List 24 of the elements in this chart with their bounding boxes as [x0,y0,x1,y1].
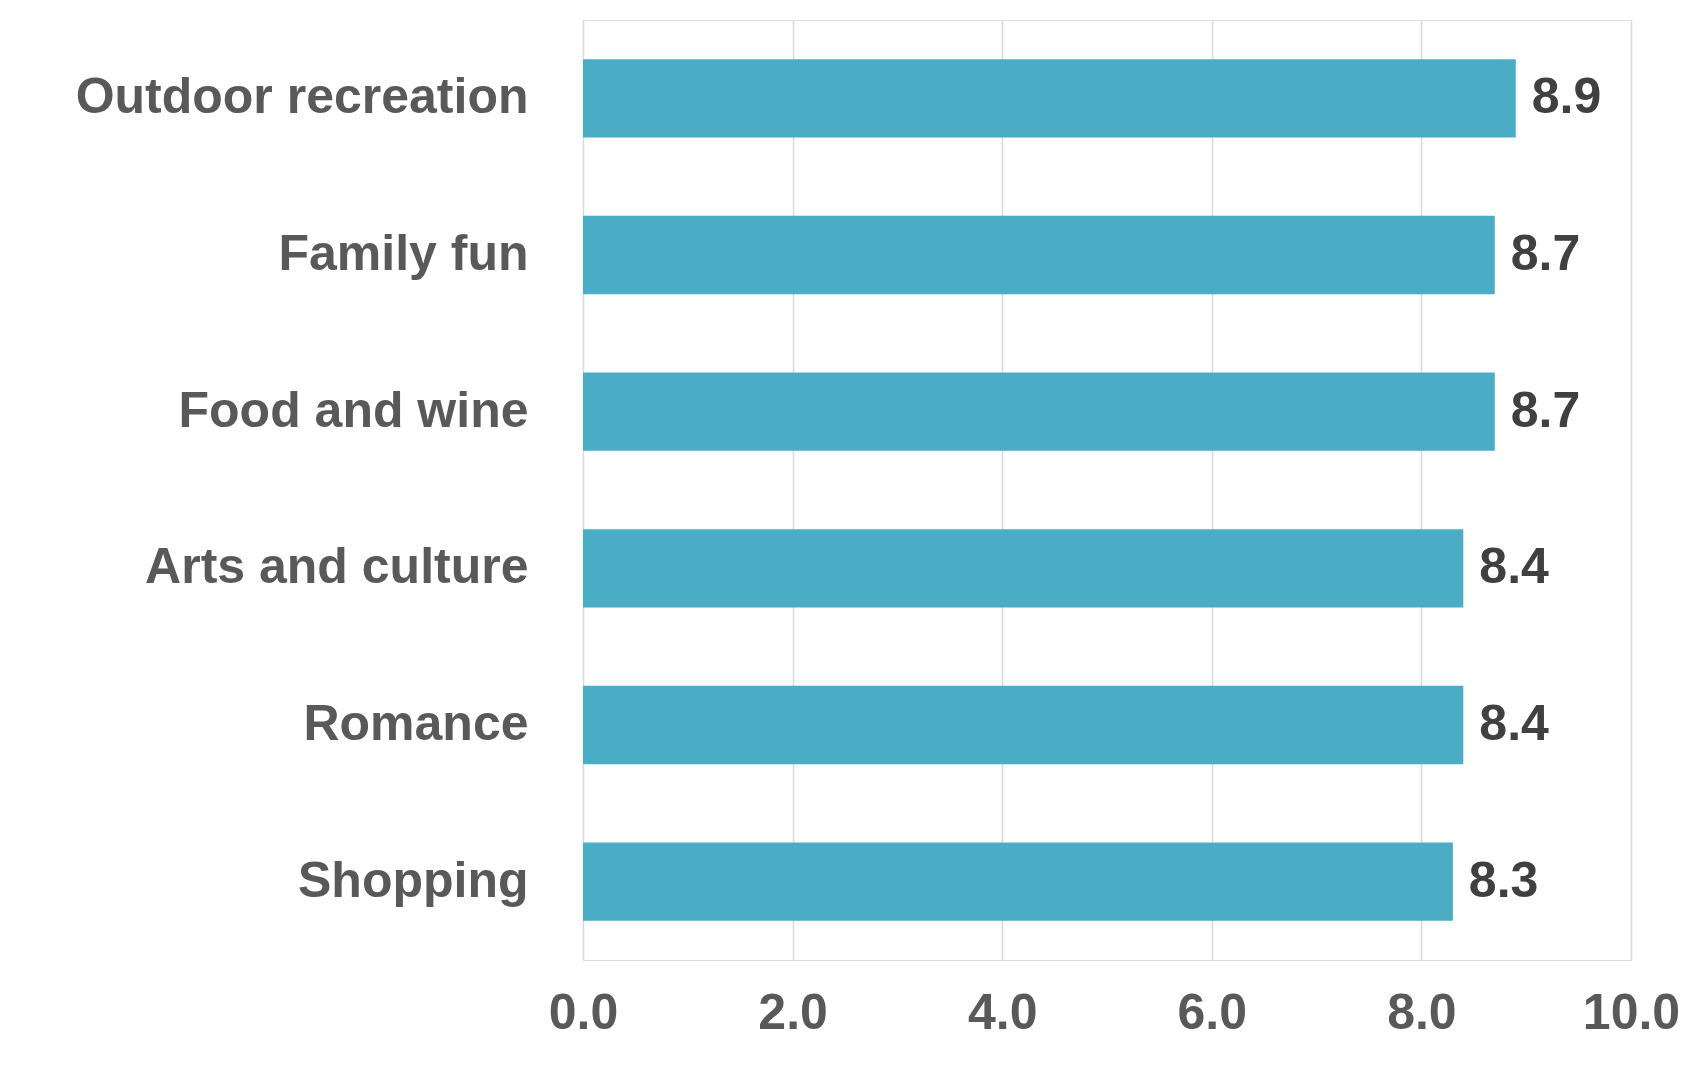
x-tick-label: 8.0 [1387,983,1457,1040]
x-tick-label: 10.0 [1582,983,1681,1040]
bar [583,215,1495,295]
data-label: 8.4 [1479,695,1550,751]
y-tick-label: Outdoor recreation [75,68,529,125]
data-label: 8.7 [1510,381,1581,438]
bar [583,685,1464,765]
y-tick-label: Romance [303,695,529,751]
x-tick-label: 0.0 [548,983,619,1040]
x-tick-label: 2.0 [758,983,828,1040]
data-label: 8.3 [1468,851,1539,908]
x-tick-label: 6.0 [1177,983,1248,1040]
data-label: 8.7 [1510,225,1581,281]
y-tick-label: Arts and culture [145,538,529,595]
y-tick-label: Shopping [298,851,529,908]
data-label: 8.4 [1479,538,1550,595]
y-tick-label: Food and wine [178,381,529,438]
x-tick-label: 4.0 [967,983,1038,1040]
bar [583,372,1495,451]
bar [583,842,1453,921]
data-label: 8.9 [1531,68,1602,125]
y-tick-label: Family fun [278,225,529,281]
bar [583,59,1516,138]
bar [583,529,1464,608]
